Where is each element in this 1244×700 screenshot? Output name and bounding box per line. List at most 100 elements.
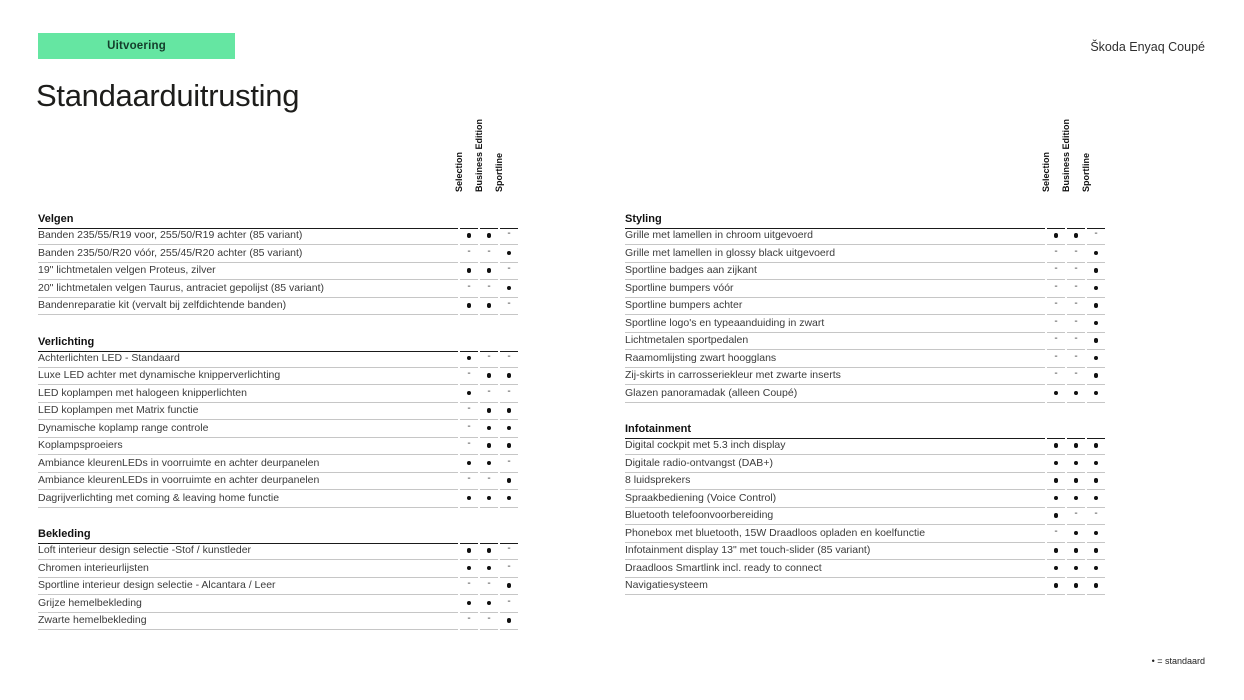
standard-dot — [1073, 530, 1079, 535]
feature-row: Banden 235/50/R20 vóór, 255/45/R20 achte… — [38, 245, 518, 263]
feature-row: Ambiance kleurenLEDs in voorruimte en ac… — [38, 472, 518, 490]
not-available-cell: - — [460, 437, 478, 455]
feature-label: 8 luidsprekers — [625, 472, 1045, 490]
not-available-dash: - — [1054, 350, 1058, 362]
not-available-dash: - — [1054, 333, 1058, 345]
not-available-cell: - — [1067, 349, 1085, 368]
standard-dot-cell — [480, 489, 498, 508]
standard-dot — [506, 250, 512, 255]
trim-column-header-business-edition: Business Edition — [1060, 118, 1071, 192]
not-available-cell: - — [480, 612, 498, 630]
not-available-cell: - — [1067, 507, 1085, 525]
not-available-dash: - — [467, 403, 471, 415]
feature-label: Ambiance kleurenLEDs in voorruimte en ac… — [38, 472, 458, 490]
standard-dot — [1093, 320, 1099, 325]
standard-dot — [466, 355, 472, 360]
standard-dot-cell — [500, 489, 518, 508]
feature-label: Digital cockpit met 5.3 inch display — [625, 437, 1045, 455]
standard-dot — [1053, 460, 1059, 465]
not-available-cell: - — [1047, 244, 1065, 263]
not-available-dash: - — [467, 420, 471, 432]
standard-dot-cell — [480, 262, 498, 280]
standard-dot — [1093, 285, 1099, 290]
feature-label: Zij-skirts in carrosseriekleur met zwart… — [625, 367, 1045, 385]
standard-dot — [1093, 390, 1099, 395]
trim-column-header-sportline: Sportline — [493, 152, 504, 192]
standard-dot-cell — [460, 297, 478, 315]
not-available-cell: - — [1047, 314, 1065, 333]
standard-dot-cell — [1087, 332, 1105, 350]
standard-dot — [486, 425, 492, 430]
feature-label: Banden 235/55/R19 voor, 255/50/R19 achte… — [38, 227, 458, 245]
not-available-cell: - — [1047, 524, 1065, 543]
feature-label: Banden 235/50/R20 vóór, 255/45/R20 achte… — [38, 244, 458, 263]
standard-dot-cell — [1087, 577, 1105, 595]
not-available-dash: - — [1054, 368, 1058, 380]
not-available-cell: - — [460, 577, 478, 595]
standard-dot-cell — [460, 542, 478, 560]
feature-label: Spraakbediening (Voice Control) — [625, 489, 1045, 508]
standard-dot — [486, 548, 492, 553]
standard-dot-cell — [1087, 279, 1105, 298]
not-available-cell: - — [500, 349, 518, 368]
standard-dot — [1093, 565, 1099, 570]
header-underline — [460, 329, 478, 352]
legend-standard: • = standaard — [1151, 656, 1205, 666]
not-available-dash: - — [1074, 350, 1078, 362]
feature-row: 8 luidsprekers — [625, 472, 1105, 490]
standard-dot-cell — [460, 489, 478, 508]
not-available-cell: - — [1067, 332, 1085, 350]
standard-dot — [1093, 443, 1099, 448]
not-available-cell: - — [1067, 314, 1085, 333]
not-available-dash: - — [1094, 508, 1098, 520]
standard-dot — [466, 233, 472, 238]
standard-dot — [466, 600, 472, 605]
not-available-cell: - — [1067, 297, 1085, 315]
standard-dot — [506, 618, 512, 623]
standard-dot — [1053, 565, 1059, 570]
not-available-dash: - — [467, 280, 471, 292]
not-available-dash: - — [487, 350, 491, 362]
not-available-dash: - — [487, 245, 491, 257]
feature-label: LED koplampen met Matrix functie — [38, 402, 458, 420]
standard-dot — [1053, 548, 1059, 553]
standard-dot — [1093, 583, 1099, 588]
feature-row: Digital cockpit met 5.3 inch display — [625, 437, 1105, 455]
standard-dot — [1073, 443, 1079, 448]
feature-label: Lichtmetalen sportpedalen — [625, 332, 1045, 350]
standard-dot — [466, 268, 472, 273]
header-underline — [480, 521, 498, 544]
not-available-cell: - — [1047, 279, 1065, 298]
standard-dot — [1053, 443, 1059, 448]
section-heading: Styling — [625, 206, 1045, 229]
standard-dot-cell — [1047, 437, 1065, 455]
standard-dot-cell — [460, 384, 478, 403]
standard-dot — [486, 303, 492, 308]
trim-column-headers: Selection Business Edition Sportline — [38, 119, 518, 192]
standard-dot-cell — [480, 297, 498, 315]
standard-dot-cell — [1087, 367, 1105, 385]
feature-row: Zij-skirts in carrosseriekleur met zwart… — [625, 367, 1105, 385]
section-heading: Infotainment — [625, 416, 1045, 439]
standard-dot-cell — [500, 279, 518, 298]
not-available-dash: - — [1074, 263, 1078, 275]
not-available-dash: - — [467, 438, 471, 450]
header-underline — [500, 521, 518, 544]
header-underline — [480, 206, 498, 229]
standard-dot-cell — [1087, 524, 1105, 543]
feature-label: Glazen panoramadak (alleen Coupé) — [625, 384, 1045, 403]
standard-dot — [1093, 495, 1099, 500]
not-available-dash: - — [507, 455, 511, 467]
standard-dot-cell — [1047, 384, 1065, 403]
not-available-dash: - — [507, 298, 511, 310]
equipment-table-right: Selection Business Edition Sportline Stylin… — [625, 119, 1105, 595]
trim-column-header-selection: Selection — [453, 151, 464, 192]
standard-dot-cell — [480, 437, 498, 455]
section-heading: Verlichting — [38, 329, 458, 352]
standard-dot — [506, 408, 512, 413]
feature-row: Phonebox met bluetooth, 15W Draadloos op… — [625, 525, 1105, 543]
feature-row: Grille met lamellen in chroom uitgevoerd… — [625, 227, 1105, 245]
feature-label: Sportline logo's en typeaanduiding in zw… — [625, 314, 1045, 333]
feature-row: Digitale radio-ontvangst (DAB+) — [625, 455, 1105, 473]
section-header-row: Velgen — [38, 206, 518, 229]
